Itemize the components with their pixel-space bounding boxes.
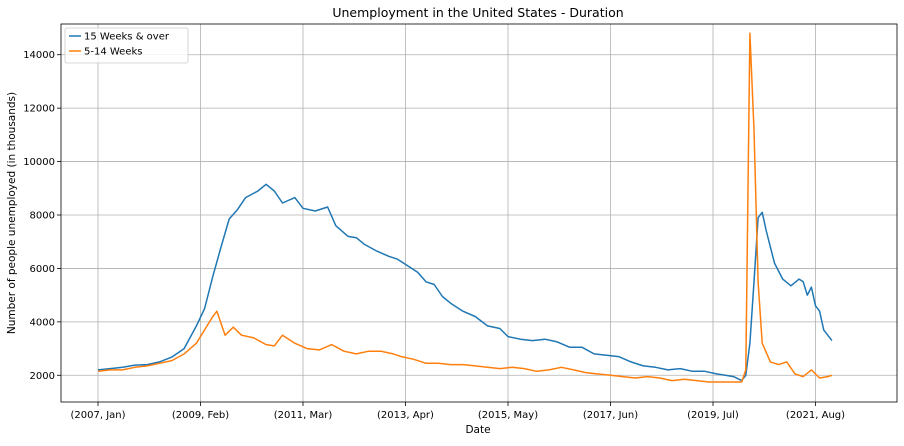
legend-box: [64, 27, 189, 64]
series-line-15-weeks-over: [97, 183, 833, 382]
series-lines: [97, 32, 833, 383]
series-line-5-14-weeks: [97, 32, 833, 383]
x-tick-label: (2007, Jan): [70, 410, 125, 421]
x-axis: (2007, Jan) (2009, Feb) (2011, Mar) (2013, …: [70, 402, 845, 421]
y-tick-label: 4000: [30, 317, 55, 328]
y-tick-label: 10000: [23, 157, 55, 168]
x-tick-label: (2019, Jul): [687, 410, 739, 421]
x-tick-label: (2009, Feb): [172, 410, 229, 421]
legend: 15 Weeks & over 5-14 Weeks: [64, 27, 189, 64]
y-tick-label: 12000: [23, 104, 55, 115]
y-tick-label: 8000: [30, 211, 55, 222]
x-tick-label: (2015, May): [478, 410, 538, 421]
x-tick-label: (2017, Jun): [583, 410, 638, 421]
y-tick-label: 2000: [30, 371, 55, 382]
x-tick-label: (2013, Apr): [377, 410, 434, 421]
y-tick-label: 14000: [23, 50, 55, 61]
y-tick-label: 6000: [30, 264, 55, 275]
plot-frame: [60, 23, 898, 403]
y-axis: 2000 4000 6000 8000 10000 12000 14000: [23, 50, 61, 382]
grid: [61, 24, 897, 402]
legend-label-5-14-weeks: 5-14 Weeks: [84, 47, 142, 58]
x-tick-label: (2021, Aug): [786, 410, 845, 421]
x-axis-label: Date: [465, 424, 490, 436]
chart-title: Unemployment in the United States - Dura…: [332, 5, 623, 20]
x-tick-label: (2011, Mar): [274, 410, 333, 421]
legend-label-15-weeks-over: 15 Weeks & over: [84, 32, 170, 43]
y-axis-label: Number of people unemployed (in thousand…: [6, 92, 18, 334]
